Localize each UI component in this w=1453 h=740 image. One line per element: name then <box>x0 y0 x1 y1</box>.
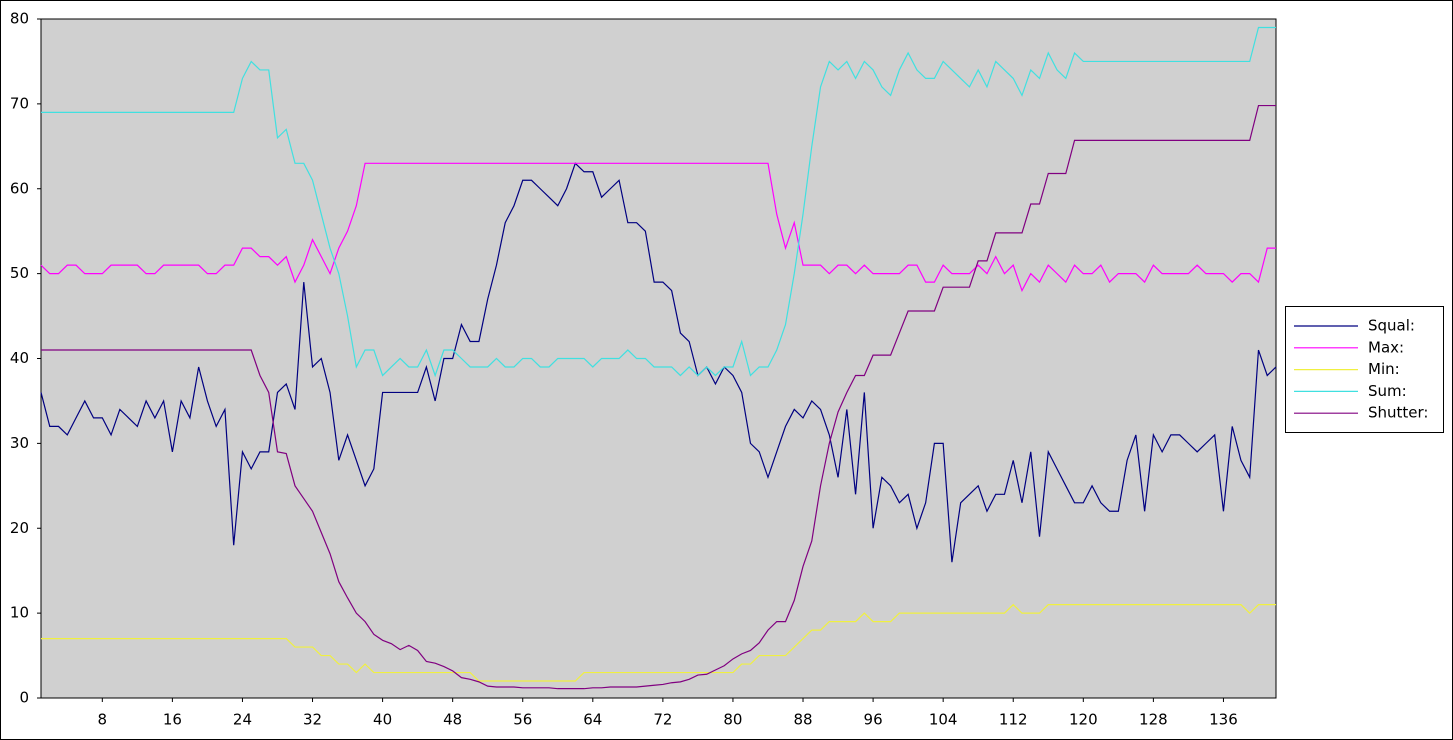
x-tick-label: 24 <box>233 711 252 729</box>
series-line <box>40 162 1276 293</box>
x-tick-label: 8 <box>98 711 108 729</box>
y-tick-label: 40 <box>10 349 29 367</box>
x-tick-label: 80 <box>723 711 742 729</box>
x-tick-label: 56 <box>513 711 532 729</box>
y-tick-label: 0 <box>19 689 29 707</box>
series-line <box>41 603 1276 682</box>
y-tick-label: 30 <box>10 434 29 452</box>
legend-label: Squal: <box>1368 317 1415 335</box>
x-tick-label: 40 <box>373 711 392 729</box>
x-tick-label: 128 <box>1139 711 1168 729</box>
x-tick-label: 64 <box>583 711 602 729</box>
y-tick-label: 10 <box>10 604 29 622</box>
y-tick-label: 60 <box>10 179 29 197</box>
x-tick-label: 96 <box>864 711 883 729</box>
plot-area <box>40 18 1277 699</box>
series-line <box>40 162 1277 563</box>
x-tick-label: 104 <box>929 711 958 729</box>
x-tick-label: 72 <box>653 711 672 729</box>
series-line <box>41 26 1276 378</box>
x-tick-label: 112 <box>999 711 1028 729</box>
x-tick-label: 16 <box>163 711 182 729</box>
x-tick-label: 88 <box>793 711 812 729</box>
x-tick-label: 136 <box>1209 711 1238 729</box>
y-tick-label: 50 <box>10 264 29 282</box>
x-tick-label: 48 <box>443 711 462 729</box>
legend-label: Shutter: <box>1368 404 1428 422</box>
x-tick-label: 32 <box>303 711 322 729</box>
x-tick-label: 120 <box>1069 711 1098 729</box>
legend-label: Max: <box>1368 338 1404 356</box>
y-tick-label: 20 <box>10 519 29 537</box>
series-line <box>41 104 1276 690</box>
y-tick-label: 80 <box>10 10 29 28</box>
legend-label: Min: <box>1368 360 1400 378</box>
legend-label: Sum: <box>1368 382 1407 400</box>
y-tick-label: 70 <box>10 94 29 112</box>
